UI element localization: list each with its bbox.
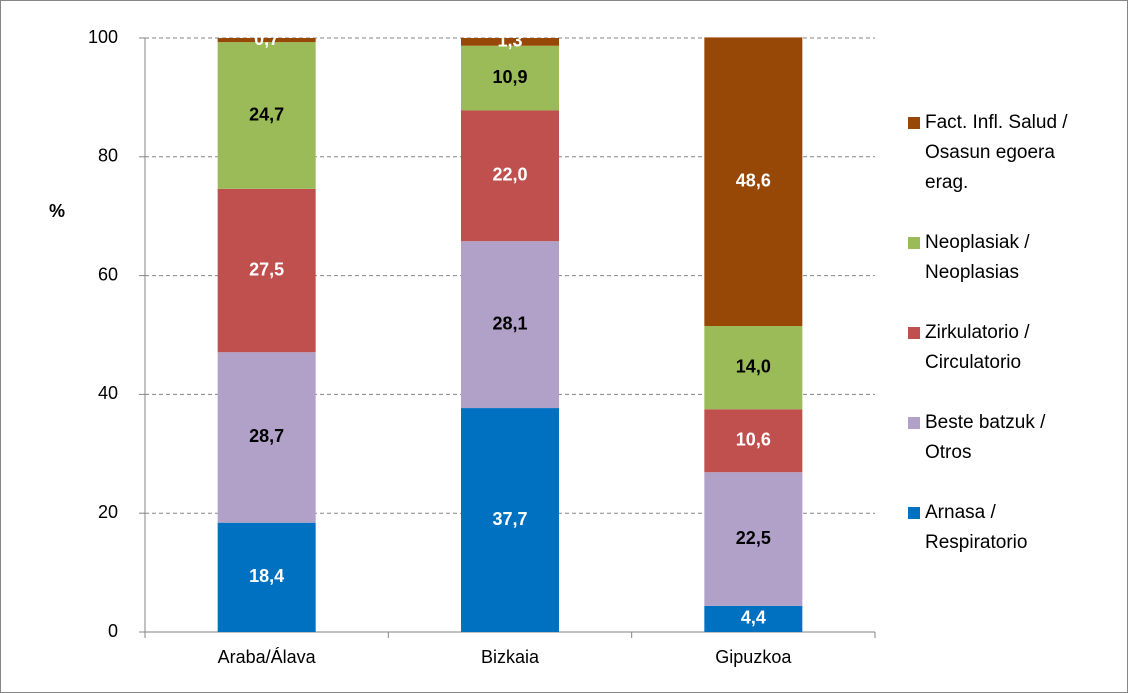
bar-segment — [704, 605, 803, 632]
bar-segment — [461, 110, 559, 242]
bar-segment — [704, 472, 803, 606]
x-tick-label: Gipuzkoa — [715, 647, 792, 667]
data-label: 18,4 — [249, 566, 284, 586]
data-label: 48,6 — [736, 170, 771, 190]
data-label: 28,7 — [249, 426, 284, 446]
bar-segment — [217, 352, 316, 523]
data-label: 22,0 — [492, 165, 527, 185]
legend-swatch — [908, 117, 920, 129]
x-tick-label: Araba/Álava — [218, 647, 317, 667]
legend-swatch — [908, 507, 920, 519]
data-label: 24,7 — [249, 104, 284, 124]
data-label: 28,1 — [492, 313, 527, 333]
bar-segment — [217, 188, 316, 353]
x-tick-label: Bizkaia — [481, 647, 540, 667]
bar-segment — [217, 42, 316, 189]
data-label: 0,7 — [254, 29, 279, 49]
bar-segment — [461, 38, 559, 46]
data-label: 22,5 — [736, 528, 771, 548]
data-label: 14,0 — [736, 356, 771, 376]
data-label: 10,6 — [736, 429, 771, 449]
data-label: 4,4 — [741, 608, 766, 628]
legend-entry: Zirkulatorio / Circulatorio — [908, 318, 1108, 378]
legend-entry: Arnasa / Respiratorio — [908, 498, 1108, 558]
bar-segment — [217, 522, 316, 632]
bar-segment — [461, 408, 559, 632]
data-label: 10,9 — [492, 67, 527, 87]
legend-entry: Neoplasiak / Neoplasias — [908, 228, 1108, 288]
bar-segment — [461, 241, 559, 409]
data-label: 1,3 — [497, 31, 522, 51]
y-tick-label: 60 — [98, 264, 118, 284]
legend-label: Beste batzuk / Otros — [925, 412, 1046, 463]
legend-entry: Beste batzuk / Otros — [908, 408, 1108, 468]
data-label: 27,5 — [249, 259, 284, 279]
y-tick-label: 80 — [98, 146, 118, 166]
bar-segment — [704, 326, 803, 410]
y-tick-label: 0 — [108, 621, 118, 641]
y-axis-label: % — [49, 201, 65, 221]
y-tick-label: 20 — [98, 502, 118, 522]
bar-segment — [461, 45, 559, 111]
bar-segment — [704, 409, 803, 473]
legend-label: Neoplasiak / Neoplasias — [925, 232, 1030, 283]
legend-label: Zirkulatorio / Circulatorio — [925, 322, 1030, 373]
legend-swatch — [908, 237, 920, 249]
legend-swatch — [908, 417, 920, 429]
legend-label: Fact. Infl. Salud / Osasun egoera erag. — [925, 112, 1068, 193]
y-tick-label: 100 — [88, 27, 118, 47]
legend-entry: Fact. Infl. Salud / Osasun egoera erag. — [908, 108, 1108, 198]
bar-segment — [704, 37, 803, 327]
data-label: 37,7 — [492, 509, 527, 529]
bar-segment — [217, 38, 316, 43]
y-tick-label: 40 — [98, 383, 118, 403]
legend-swatch — [908, 327, 920, 339]
legend-label: Arnasa / Respiratorio — [925, 502, 1028, 553]
legend: Arnasa / Respiratorio Beste batzuk / Otro… — [908, 108, 1108, 558]
